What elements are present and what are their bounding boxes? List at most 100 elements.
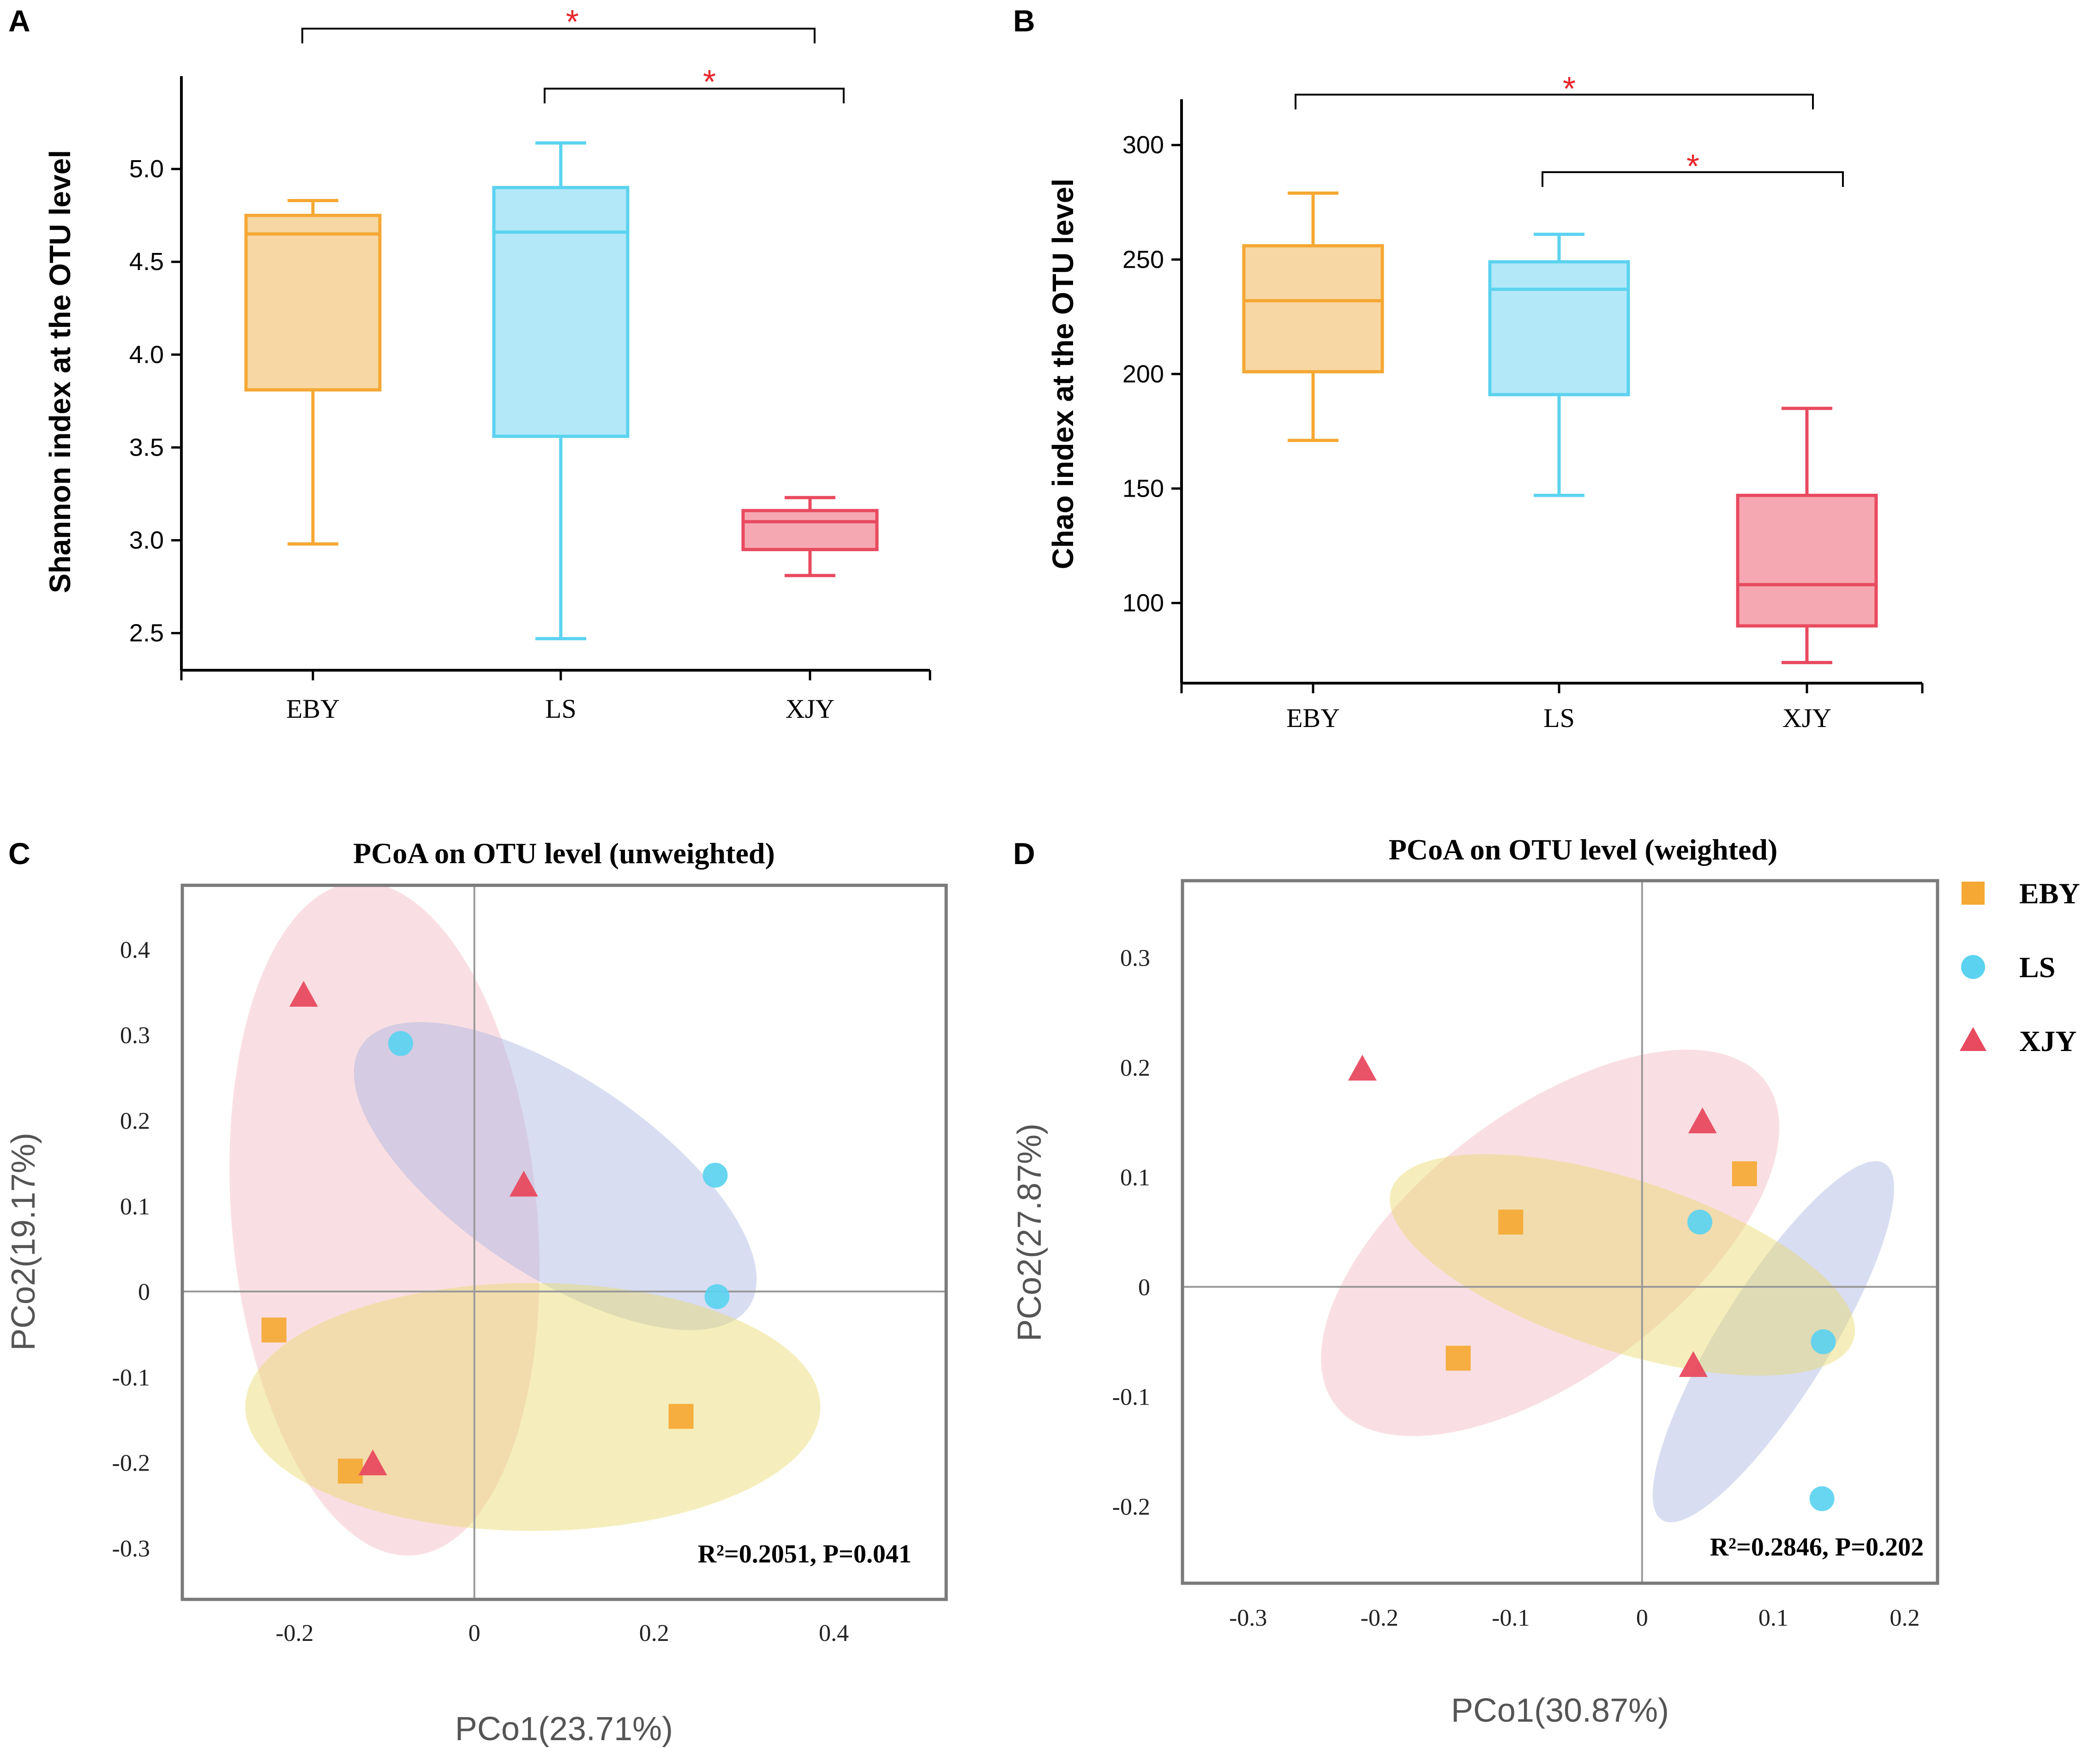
bracket-line <box>301 28 816 43</box>
x-tick-label-xjy: XJY <box>1782 703 1831 733</box>
ellipse-ls <box>1652 1161 1894 1522</box>
bracket-line <box>1542 171 1844 187</box>
significance-bracket: * <box>301 4 816 43</box>
box-ls <box>1488 233 1630 497</box>
x-tick-label: 0 <box>468 1620 480 1646</box>
y-tick-label: 4.0 <box>129 341 164 368</box>
panel-label-a: A <box>8 4 30 38</box>
iqr-box <box>1242 244 1384 373</box>
confidence-ellipses <box>229 885 821 1556</box>
stats-annotation: R²=0.2051, P=0.041 <box>698 1540 912 1568</box>
panel-label-b: B <box>1013 4 1035 38</box>
point-eby-square <box>1732 1161 1757 1186</box>
y-tick-label: 0.1 <box>1120 1165 1150 1191</box>
pcoa-unweighted-plot: PCoA on OTU level (unweighted) -0.2 0 0.2 0.… <box>5 837 948 1748</box>
point-xjy-triangle <box>1679 1351 1708 1377</box>
x-tick-label-ls: LS <box>545 694 576 724</box>
point-xjy-triangle <box>358 1449 387 1476</box>
y-tick-label: -0.3 <box>112 1536 150 1562</box>
legend-square-icon <box>1962 882 1985 905</box>
point-eby-square <box>338 1459 363 1484</box>
iqr-box <box>741 509 879 552</box>
point-ls-circle <box>1811 1329 1836 1354</box>
legend-label-eby: EBY <box>2019 877 2080 910</box>
y-axis-label: PCo2(27.87%) <box>1011 1123 1048 1341</box>
y-tick-label: 200 <box>1122 360 1164 388</box>
y-tick-label: 250 <box>1122 246 1164 273</box>
significance-star: * <box>566 4 579 41</box>
x-tick-label: 0.1 <box>1758 1605 1788 1631</box>
x-tick-label: -0.2 <box>1361 1605 1398 1631</box>
point-ls-circle <box>1809 1486 1835 1511</box>
ellipse-xjy <box>1321 1050 1780 1436</box>
x-tick-label: -0.2 <box>276 1620 313 1646</box>
plot-title: PCoA on OTU level (unweighted) <box>353 837 775 870</box>
iqr-box <box>492 186 630 438</box>
box-ls <box>492 141 630 641</box>
point-ls-circle <box>388 1031 414 1056</box>
box-eby <box>1242 191 1384 442</box>
ellipse-eby <box>245 1283 821 1531</box>
box-xjy <box>1736 407 1878 664</box>
x-tick-label: 0.2 <box>639 1620 669 1646</box>
y-tick-label: -0.1 <box>1112 1384 1150 1411</box>
x-tick-label: -0.3 <box>1229 1605 1267 1631</box>
stats-annotation: R²=0.2846, P=0.202 <box>1710 1533 1924 1562</box>
y-tick-label: 0.3 <box>120 1022 150 1049</box>
iqr-box <box>1488 260 1630 396</box>
y-axis-label: PCo2(19.17%) <box>5 1133 42 1351</box>
point-xjy-triangle <box>1348 1055 1377 1081</box>
legend-label-xjy: XJY <box>2019 1025 2076 1057</box>
y-tick-label: 0.1 <box>120 1194 150 1220</box>
x-tick-label: 0.4 <box>819 1620 849 1646</box>
y-tick-label: 0.2 <box>120 1108 150 1134</box>
ellipse-eby <box>1390 1154 1855 1376</box>
y-tick-label: 3.5 <box>129 433 164 461</box>
panel-label-c: C <box>8 836 30 871</box>
iqr-box <box>244 214 382 392</box>
pcoa-weighted-plot: PCoA on OTU level (weighted) -0.3 -0.2 -0.1… <box>1011 833 1939 1729</box>
y-tick-label: 0.4 <box>120 937 150 963</box>
legend-circle-icon <box>1961 955 1985 979</box>
significance-bracket: * <box>544 64 845 103</box>
legend-label-ls: LS <box>2019 951 2055 984</box>
x-tick-label: 0 <box>1636 1605 1648 1631</box>
y-axis-label: Chao index at the OTU level <box>1046 179 1080 569</box>
y-tick-label: 300 <box>1122 131 1164 159</box>
confidence-ellipses <box>1321 1050 1894 1522</box>
group-legend: EBY LS XJY <box>1960 877 2080 1057</box>
box-xjy <box>741 496 879 577</box>
bracket-line <box>1295 94 1814 109</box>
box-eby <box>244 198 382 546</box>
point-eby-square <box>1446 1346 1471 1371</box>
ellipse-ls <box>354 1022 757 1330</box>
x-tick-label-ls: LS <box>1543 703 1575 733</box>
panel-label-d: D <box>1013 836 1035 871</box>
significance-star: * <box>1686 148 1699 185</box>
point-xjy-triangle <box>289 980 318 1007</box>
x-axis-label: PCo1(30.87%) <box>1451 1692 1669 1729</box>
iqr-box <box>1736 493 1878 628</box>
y-tick-label: -0.2 <box>1112 1494 1150 1520</box>
x-tick-label: -0.1 <box>1492 1605 1530 1631</box>
point-eby-square <box>261 1317 287 1343</box>
legend-triangle-icon <box>1960 1027 1986 1051</box>
point-ls-circle <box>1687 1209 1713 1235</box>
y-axis-label: Shannon index at the OTU level <box>43 150 77 593</box>
significance-star: * <box>703 64 716 101</box>
plot-frame <box>1181 879 1939 1585</box>
point-eby-square <box>1498 1209 1524 1235</box>
shannon-boxplot: 2.5 3.0 3.5 4.0 4.5 5.0 EBY LS XJY Shannon index … <box>43 4 931 724</box>
ellipse-xjy <box>229 885 540 1556</box>
y-tick-label: 0.3 <box>1120 945 1150 971</box>
y-tick-label: 100 <box>1122 589 1164 617</box>
point-xjy-triangle <box>1688 1107 1717 1134</box>
plot-frame <box>180 883 948 1601</box>
x-axis-label: PCo1(23.71%) <box>455 1711 673 1748</box>
y-tick-label: 150 <box>1122 475 1164 502</box>
y-tick-label: 3.0 <box>129 526 164 554</box>
plot-title: PCoA on OTU level (weighted) <box>1389 833 1778 866</box>
x-tick-label: 0.2 <box>1890 1605 1920 1631</box>
y-tick-label: -0.1 <box>112 1364 150 1391</box>
